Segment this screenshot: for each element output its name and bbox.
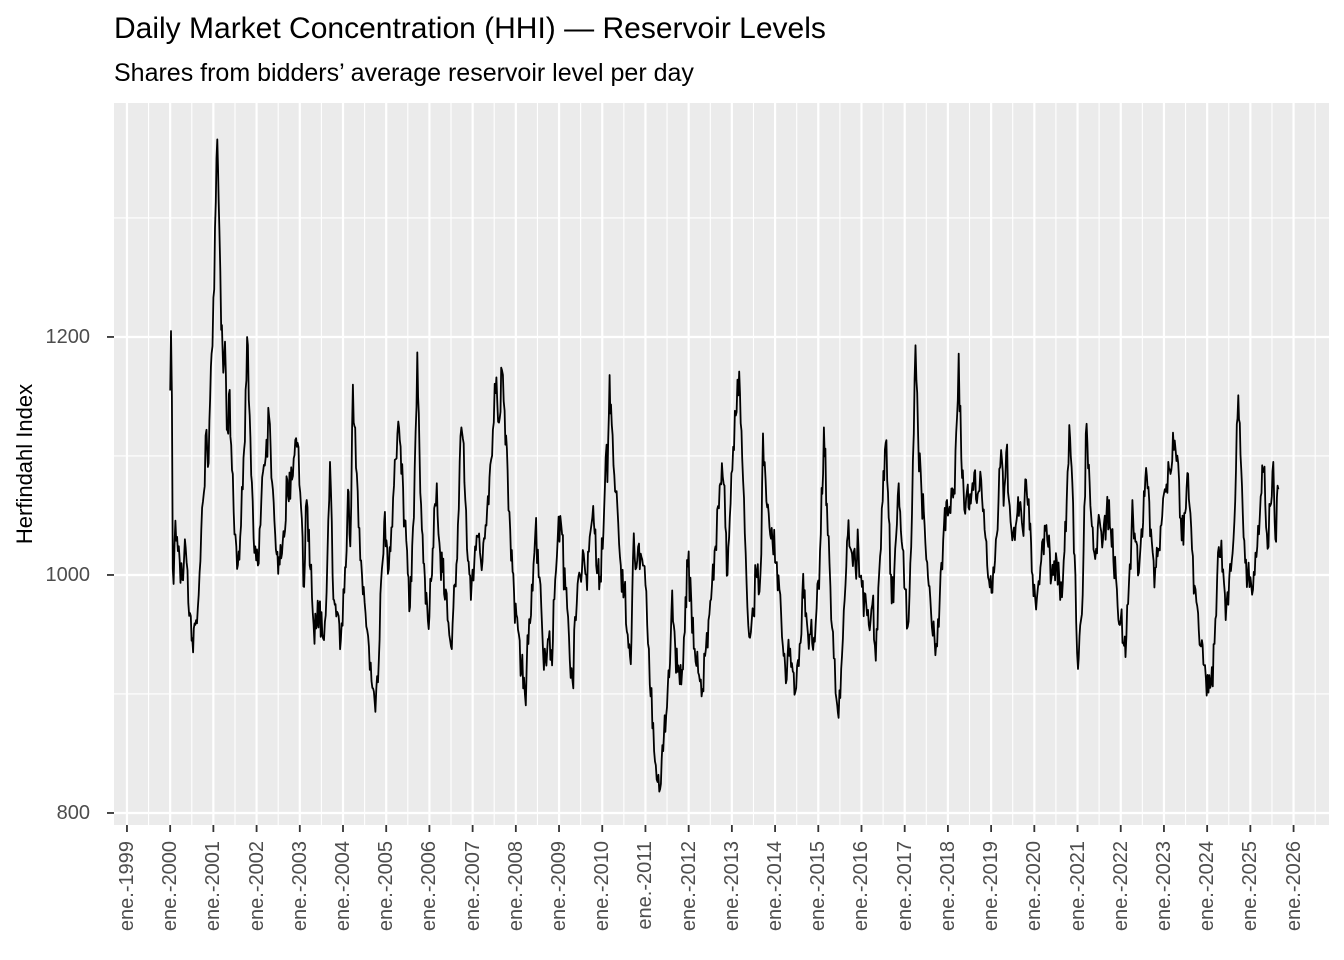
x-tick-label: ene.-2022 (1109, 841, 1132, 932)
y-tick-label: 800 (56, 801, 90, 824)
x-tick-label: ene.-2020 (1023, 841, 1046, 932)
x-tick-label: ene.-2005 (375, 841, 398, 932)
x-tick-label: ene.-2008 (504, 841, 527, 932)
y-tick-label: 1200 (45, 325, 91, 348)
x-tick-label: ene.-2018 (936, 841, 959, 932)
y-axis-title: Herfindahl Index (12, 383, 37, 545)
x-tick-label: ene.-2019 (980, 841, 1003, 932)
x-tick-label: ene.-2010 (591, 841, 614, 932)
x-tick-label: ene.-2003 (288, 841, 311, 932)
x-tick-label: ene.-2015 (807, 841, 830, 932)
chart-subtitle: Shares from bidders’ average reservoir l… (114, 59, 694, 87)
x-tick-label: ene.-2012 (677, 841, 700, 932)
x-tick-label: ene.-2017 (893, 841, 916, 932)
x-tick-label: ene.-2000 (159, 841, 182, 932)
y-tick-label: 1000 (45, 563, 91, 586)
chart-title: Daily Market Concentration (HHI) — Reser… (114, 12, 826, 45)
major-gridlines (114, 103, 1329, 825)
minor-gridlines (114, 103, 1329, 825)
x-tick-label: ene.-2004 (332, 841, 354, 932)
x-tick-label: ene.-2016 (850, 841, 873, 932)
x-tick-label: ene.-2001 (202, 841, 225, 932)
x-tick-label: ene.-2026 (1282, 841, 1305, 932)
x-tick-label: ene.-2013 (720, 841, 743, 932)
x-tick-label: ene.-2025 (1239, 841, 1262, 932)
x-tick-label: ene.-1999 (115, 841, 138, 932)
x-tick-label: ene.-2011 (634, 841, 657, 930)
x-tick-label: ene.-2006 (418, 841, 441, 932)
x-tick-label: ene.-2021 (1066, 841, 1089, 932)
x-tick-label: ene.-2007 (461, 841, 484, 932)
x-tick-label: ene.-2023 (1152, 841, 1175, 932)
x-tick-label: ene.-2002 (245, 841, 268, 932)
x-tick-label: ene.-2024 (1196, 841, 1219, 932)
x-tick-label: ene.-2014 (764, 841, 787, 932)
x-tick-label: ene.-2009 (548, 841, 571, 932)
axis-tick-marks (107, 336, 1295, 832)
hhi-series-line (169, 138, 1280, 793)
